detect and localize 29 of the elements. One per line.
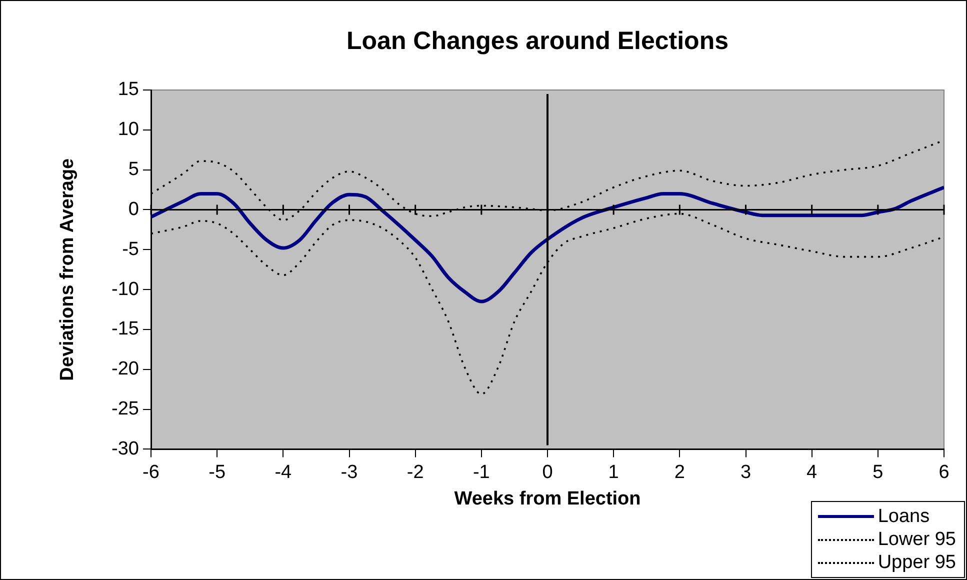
x-tick-label: 5 <box>872 462 884 483</box>
legend-label: Loans <box>878 506 930 528</box>
y-tick-label: -30 <box>112 438 139 460</box>
y-tick-label: 5 <box>128 159 139 180</box>
legend-label: Upper 95 <box>878 552 956 574</box>
chart-title: Loan Changes around Elections <box>346 26 728 55</box>
y-axis-title: Deviations from Average <box>57 158 78 381</box>
y-tick-label: 15 <box>118 79 139 100</box>
x-tick-label: -3 <box>340 462 358 483</box>
legend-label: Lower 95 <box>878 528 956 550</box>
x-tick-label: 6 <box>938 462 950 483</box>
x-tick-label: -2 <box>406 462 424 483</box>
x-tick-label: -1 <box>472 462 490 483</box>
x-axis-title: Weeks from Election <box>454 488 641 510</box>
x-tick-label: 0 <box>542 462 553 483</box>
y-tick-label: 10 <box>118 119 139 140</box>
x-tick-label: -4 <box>274 462 292 483</box>
y-tick-label: -25 <box>112 398 139 420</box>
y-tick-label: -20 <box>112 358 139 380</box>
x-tick-label: 1 <box>608 462 619 483</box>
x-tick-label: 3 <box>740 462 752 483</box>
x-tick-label: 2 <box>674 462 685 483</box>
y-tick-label: -5 <box>122 238 139 260</box>
y-tick-label: -10 <box>112 278 139 300</box>
x-tick-label: 4 <box>806 462 818 483</box>
x-tick-label: -5 <box>208 462 226 483</box>
x-tick-label: -6 <box>142 462 160 483</box>
y-tick-label: -15 <box>112 318 139 340</box>
y-tick-label: 0 <box>128 198 139 220</box>
